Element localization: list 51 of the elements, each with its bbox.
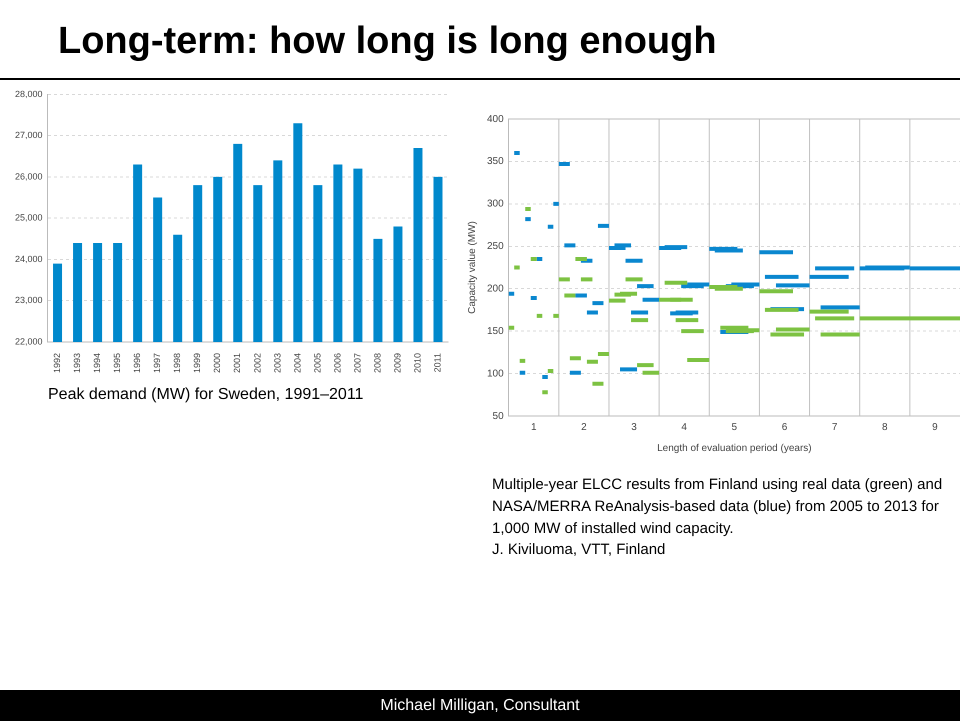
y-tick-label: 23,000 (14, 295, 43, 306)
x-tick-label: 9 (932, 422, 938, 433)
x-tick-label: 2007 (352, 352, 362, 374)
y-tick-label: 28,000 (14, 88, 43, 99)
y-tick-label: 350 (486, 156, 504, 168)
x-tick-label: 5 (732, 422, 738, 433)
y-tick-label: 24,000 (14, 254, 43, 264)
y-tick-label: 27,000 (14, 130, 43, 140)
text: Multiple-year ELCC results from Finland using real data (green) and NASA/MERRA ReAnalysis-based data (blue) from 2005 to 2013 for 1,000 MW of installed wind capacity. (492, 475, 944, 538)
y-tick-label: 300 (486, 198, 504, 210)
y-tick-label: 400 (486, 114, 504, 125)
y-tick-label: 22,000 (14, 336, 43, 346)
x-tick-label: 1998 (172, 352, 182, 374)
x-tick-label: 1 (530, 422, 537, 433)
x-tick-label: 2004 (292, 352, 302, 374)
y-axis-title: Capacity value (MW) (466, 221, 478, 314)
x-tick-label: 2005 (312, 352, 322, 374)
x-tick-label: 7 (832, 422, 838, 433)
x-tick-label: 1997 (152, 352, 162, 374)
x-tick-label: 4 (681, 422, 688, 433)
x-tick-label: 1994 (92, 352, 102, 374)
x-tick-label: 2011 (432, 352, 442, 372)
x-tick-label: 2010 (412, 352, 422, 374)
x-tick-label: 2008 (372, 352, 382, 374)
y-tick-label: 25,000 (14, 212, 43, 223)
text: J. Kiviluoma, VTT, Finland (492, 540, 666, 560)
y-tick-label: 50 (492, 410, 504, 422)
y-tick-label: 150 (486, 326, 504, 337)
y-tick-label: 250 (486, 241, 504, 252)
text: Peak demand (MW) for Sweden, 1991–2011 (48, 385, 364, 405)
x-tick-label: 2001 (232, 352, 242, 374)
chart-title: Long-term: how long is long enough (58, 20, 717, 63)
x-tick-label: 1995 (112, 352, 122, 374)
x-tick-label: 2000 (212, 352, 222, 374)
x-tick-label: 2009 (392, 352, 402, 374)
x-tick-label: 2002 (252, 352, 262, 374)
x-tick-label: 6 (782, 422, 788, 433)
x-tick-label: 1992 (52, 352, 62, 374)
x-tick-label: 1996 (132, 352, 142, 374)
y-tick-label: 100 (486, 368, 504, 380)
x-tick-label: 2006 (332, 352, 342, 374)
x-tick-label: 3 (631, 422, 638, 433)
x-tick-label: 8 (882, 422, 888, 433)
text: Michael Milligan, Consultant (0, 690, 960, 721)
x-tick-label: 2 (581, 422, 588, 433)
x-tick-label: 2003 (272, 352, 282, 374)
y-tick-label: 26,000 (14, 171, 43, 182)
x-axis-title: Length of evaluation period (years) (657, 442, 812, 454)
x-tick-label: 1993 (72, 352, 82, 374)
x-tick-label: 1999 (192, 352, 202, 374)
y-tick-label: 200 (486, 283, 504, 294)
